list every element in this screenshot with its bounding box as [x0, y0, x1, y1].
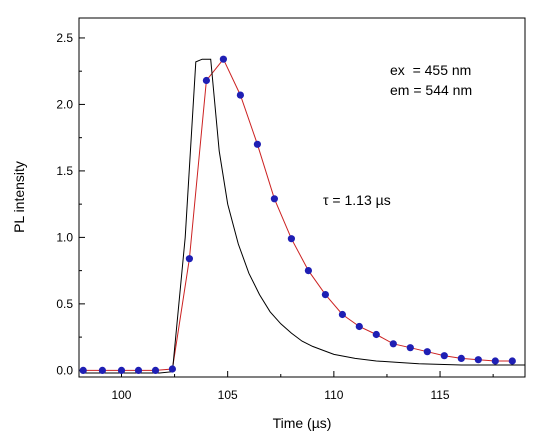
data-point: [151, 366, 160, 374]
data-point: [389, 340, 397, 348]
x-axis-ticks: 100 105 110 115: [111, 371, 494, 402]
data-point: [440, 352, 448, 360]
x-axis-title: Time (µs): [273, 415, 332, 431]
data-point: [457, 354, 465, 362]
y-tick-label: 1.5: [56, 164, 73, 178]
y-tick-label: 1.0: [56, 230, 73, 244]
data-point: [219, 55, 227, 63]
x-tick-label: 105: [218, 388, 238, 402]
fit-line: [83, 58, 513, 371]
y-tick-label: 0.0: [56, 363, 73, 377]
data-point: [474, 356, 482, 364]
data-point: [185, 255, 193, 263]
data-point: [168, 365, 176, 373]
data-point: [508, 357, 516, 365]
plot-frame: [78, 17, 526, 378]
series-points: [79, 55, 516, 374]
emission-label: em = 544 nm: [390, 82, 472, 98]
x-tick-label: 110: [324, 388, 343, 402]
data-point: [270, 195, 278, 203]
data-point: [372, 330, 380, 339]
excitation-label: ex = 455 nm: [390, 62, 471, 78]
x-tick-label: 100: [111, 388, 131, 402]
plot-area: 100 105 110 115 0.0 0.5 1.0 1.5 2.0 2.5: [56, 17, 526, 402]
data-point: [321, 291, 329, 299]
data-point: [338, 310, 346, 319]
y-tick-label: 0.5: [56, 297, 73, 311]
y-axis-ticks: 0.0 0.5 1.0 1.5 2.0 2.5: [56, 31, 85, 377]
data-point: [236, 91, 244, 99]
data-point: [287, 235, 295, 243]
data-point: [304, 267, 312, 275]
x-tick-label: 115: [430, 388, 449, 402]
data-point: [423, 348, 431, 356]
series-lines: [83, 58, 525, 374]
data-point: [134, 366, 143, 374]
data-point: [98, 366, 106, 374]
data-point: [253, 140, 261, 148]
data-point: [491, 357, 499, 365]
data-point: [117, 366, 126, 374]
data-point: [355, 322, 363, 331]
y-tick-label: 2.5: [56, 31, 73, 45]
data-point: [79, 366, 87, 374]
excitation-pulse-line: [83, 58, 525, 374]
y-tick-label: 2.0: [56, 97, 73, 111]
y-axis-title: PL intensity: [11, 161, 27, 233]
tau-label: τ = 1.13 µs: [323, 192, 391, 208]
data-point: [202, 76, 210, 85]
data-point: [406, 344, 414, 352]
